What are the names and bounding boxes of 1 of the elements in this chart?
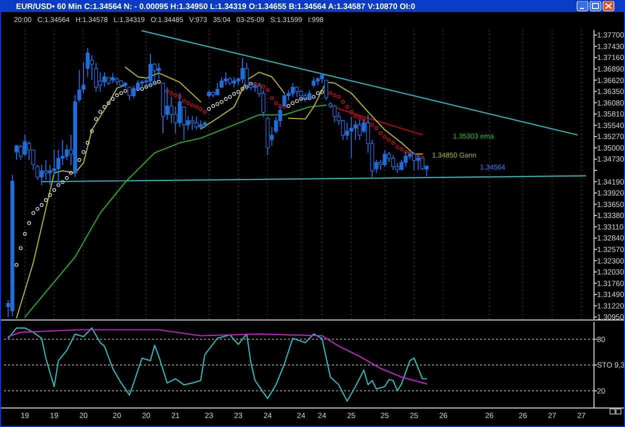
chart-title: EUR/USD• 60 Min C:1.34564 N: - 0.00095 H:1.34950 L:1.34319 O:1.34655 B:1.34564 A:1.34587 V:10870 OI:0 [16, 2, 416, 11]
